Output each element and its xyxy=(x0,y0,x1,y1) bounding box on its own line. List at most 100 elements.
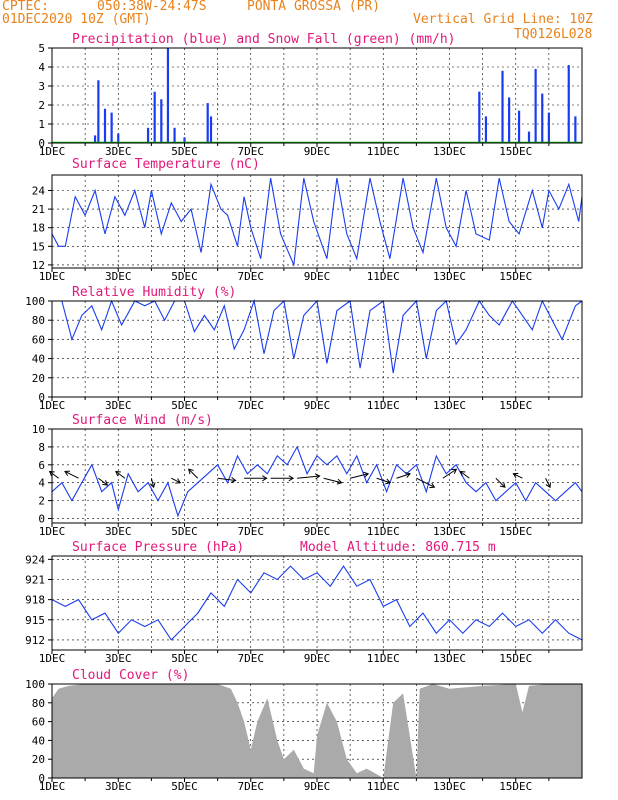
x-tick-label: 3DEC xyxy=(105,145,132,158)
grid-note-label: Vertical Grid Line: 10Z xyxy=(413,12,594,27)
wind-vector xyxy=(98,477,108,486)
x-tick-label: 5DEC xyxy=(171,780,198,793)
y-tick-label: 80 xyxy=(32,314,45,327)
x-tick-label: 15DEC xyxy=(499,270,532,283)
x-tick-label: 13DEC xyxy=(433,270,466,283)
y-tick-label: 24 xyxy=(32,185,46,198)
wind-arrowhead xyxy=(336,478,343,485)
x-tick-label: 9DEC xyxy=(304,145,331,158)
y-tick-label: 4 xyxy=(38,61,45,74)
panel-annotation: Model Altitude: 860.715 m xyxy=(300,540,496,555)
y-tick-label: 5 xyxy=(38,42,45,55)
wind-arrowhead xyxy=(188,468,194,475)
x-tick-label: 9DEC xyxy=(304,525,331,538)
precip-bar xyxy=(567,65,570,143)
wind-vector xyxy=(545,478,551,488)
y-tick-label: 918 xyxy=(25,594,45,607)
wind-vector xyxy=(396,473,411,479)
wind-vector xyxy=(416,477,435,488)
precip-bar xyxy=(484,116,488,143)
precip-bar xyxy=(103,108,107,143)
precip-bar xyxy=(541,93,544,143)
x-tick-label: 7DEC xyxy=(238,652,265,665)
panel-4: 0 2 4 6 8 10 1DEC 3DEC 5DEC 7DEC 9DEC 11DEC 13DEC 15D… xyxy=(32,413,583,538)
y-tick-label: 40 xyxy=(32,734,45,747)
wind-vector xyxy=(150,478,155,488)
wind-vector xyxy=(350,473,369,479)
panel-1: 0 1 2 3 4 5 1DEC 3DEC 5DEC 7DEC 9DEC 11DEC 13DEC 15DE… xyxy=(38,32,583,158)
x-tick-label: 7DEC xyxy=(238,525,265,538)
wind-arrowhead xyxy=(499,482,506,488)
precip-bar xyxy=(508,97,511,143)
y-tick-label: 20 xyxy=(32,372,45,385)
panel-title: Surface Temperature (nC) xyxy=(72,157,260,172)
wind-arrowhead xyxy=(545,482,551,489)
wind-vector xyxy=(217,477,236,481)
precip-bar xyxy=(183,137,186,143)
x-tick-label: 11DEC xyxy=(367,145,400,158)
wind-vector xyxy=(171,477,181,484)
y-tick-label: 12 xyxy=(32,259,45,272)
wind-arrowhead xyxy=(230,477,237,483)
x-tick-label: 3DEC xyxy=(105,652,132,665)
y-tick-label: 924 xyxy=(25,553,45,566)
x-tick-label: 11DEC xyxy=(367,270,400,283)
precip-bar xyxy=(153,91,156,143)
code-label: TQ0126L028 xyxy=(514,27,593,42)
x-tick-label: 15DEC xyxy=(499,780,532,793)
x-tick-label: 5DEC xyxy=(171,399,198,412)
precip-bar xyxy=(166,48,170,143)
wind-arrowhead xyxy=(385,478,392,485)
x-tick-label: 13DEC xyxy=(433,145,466,158)
x-tick-label: 3DEC xyxy=(105,270,132,283)
panel-2: 12 15 18 21 24 1DEC 3DEC 5DEC 7DEC 9DEC 11DEC 13DEC… xyxy=(32,157,583,283)
y-tick-label: 100 xyxy=(25,678,45,691)
wind-vector xyxy=(64,471,79,479)
x-tick-label: 11DEC xyxy=(367,399,400,412)
panel-3: 0 20 40 60 80 100 1DEC 3DEC 5DEC 7DEC 9DEC 11DEC 13D… xyxy=(25,285,583,412)
y-tick-label: 20 xyxy=(32,753,45,766)
x-tick-label: 9DEC xyxy=(304,652,331,665)
station-label: PONTA GROSSA (PR) xyxy=(247,0,381,14)
y-tick-label: 0 xyxy=(38,513,45,526)
wind-vector xyxy=(49,471,59,479)
wind-vector xyxy=(323,477,342,484)
wind-arrowhead xyxy=(149,482,156,489)
precip-bar xyxy=(117,133,120,143)
y-tick-label: 915 xyxy=(25,614,45,627)
wind-arrowhead xyxy=(102,480,109,486)
x-tick-label: 13DEC xyxy=(433,652,466,665)
wind-vector xyxy=(376,477,391,484)
wind-vector xyxy=(115,471,126,479)
x-tick-label: 1DEC xyxy=(39,145,66,158)
panel-title: Surface Wind (m/s) xyxy=(72,413,213,428)
wind-arrowhead xyxy=(363,471,370,478)
x-tick-label: 11DEC xyxy=(367,652,400,665)
x-tick-label: 11DEC xyxy=(367,525,400,538)
wind-arrowhead xyxy=(288,475,295,482)
cloud-area xyxy=(52,684,582,778)
precip-bar xyxy=(110,112,113,143)
y-tick-label: 912 xyxy=(25,634,45,647)
precip-bar xyxy=(206,103,209,143)
x-tick-label: 7DEC xyxy=(238,270,265,283)
y-tick-label: 0 xyxy=(38,772,45,785)
x-tick-label: 1DEC xyxy=(39,652,66,665)
series-line xyxy=(52,298,583,374)
wind-vector xyxy=(513,473,523,479)
precip-bar xyxy=(97,80,100,143)
y-tick-label: 40 xyxy=(32,353,45,366)
wind-arrowhead xyxy=(429,482,436,489)
x-tick-label: 9DEC xyxy=(304,780,331,793)
coordinates-label: 050:38W-24:47S xyxy=(97,0,207,14)
wind-vector xyxy=(442,468,457,479)
precip-bar xyxy=(146,127,150,143)
x-tick-label: 9DEC xyxy=(304,399,331,412)
panel-title: Surface Pressure (hPa) xyxy=(72,540,244,555)
y-tick-label: 100 xyxy=(25,295,45,308)
header: CPTEC: 050:38W-24:47S PONTA GROSSA (PR) … xyxy=(0,0,618,48)
y-tick-label: 8 xyxy=(38,441,45,454)
y-tick-label: 15 xyxy=(32,240,45,253)
precip-bar xyxy=(574,116,577,143)
y-tick-label: 4 xyxy=(38,477,45,490)
